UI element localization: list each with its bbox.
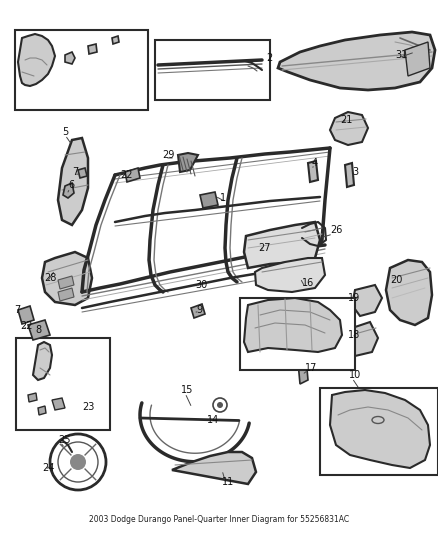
Text: 30: 30 bbox=[195, 280, 207, 290]
Polygon shape bbox=[244, 298, 342, 352]
Polygon shape bbox=[348, 322, 378, 356]
Text: 22: 22 bbox=[20, 321, 32, 331]
Text: 2: 2 bbox=[266, 53, 272, 63]
Polygon shape bbox=[18, 306, 34, 324]
Bar bbox=[16, 338, 110, 430]
Polygon shape bbox=[345, 163, 354, 187]
Polygon shape bbox=[386, 260, 432, 325]
Polygon shape bbox=[330, 390, 430, 468]
Polygon shape bbox=[58, 288, 74, 301]
Text: 9: 9 bbox=[196, 305, 202, 315]
Polygon shape bbox=[28, 393, 37, 402]
Text: 7: 7 bbox=[72, 167, 78, 177]
Text: 4: 4 bbox=[312, 158, 318, 168]
Text: 23: 23 bbox=[82, 402, 94, 412]
Polygon shape bbox=[33, 342, 52, 380]
Polygon shape bbox=[42, 252, 92, 305]
Polygon shape bbox=[352, 285, 382, 316]
Text: 19: 19 bbox=[348, 293, 360, 303]
Text: 31: 31 bbox=[395, 50, 407, 60]
Text: 21: 21 bbox=[340, 115, 353, 125]
Polygon shape bbox=[28, 320, 50, 340]
Bar bbox=[240, 298, 355, 370]
Text: 25: 25 bbox=[58, 435, 71, 445]
Text: 5: 5 bbox=[62, 127, 68, 137]
Text: 8: 8 bbox=[35, 325, 41, 335]
Text: 17: 17 bbox=[305, 363, 318, 373]
Text: 22: 22 bbox=[120, 170, 133, 180]
Polygon shape bbox=[405, 42, 430, 76]
Polygon shape bbox=[88, 44, 97, 54]
Text: 3: 3 bbox=[352, 167, 358, 177]
Text: 27: 27 bbox=[258, 243, 271, 253]
Polygon shape bbox=[308, 161, 318, 182]
Text: 20: 20 bbox=[390, 275, 403, 285]
Text: 18: 18 bbox=[348, 330, 360, 340]
Text: 29: 29 bbox=[162, 150, 174, 160]
Polygon shape bbox=[255, 258, 325, 292]
Polygon shape bbox=[65, 52, 75, 64]
Text: 10: 10 bbox=[349, 370, 361, 380]
Polygon shape bbox=[18, 34, 55, 86]
Text: 24: 24 bbox=[42, 463, 54, 473]
Bar bbox=[15, 30, 148, 110]
Polygon shape bbox=[63, 183, 74, 198]
Polygon shape bbox=[38, 406, 46, 415]
Text: 16: 16 bbox=[302, 278, 314, 288]
Polygon shape bbox=[244, 222, 320, 268]
Polygon shape bbox=[58, 276, 74, 289]
Polygon shape bbox=[178, 153, 198, 172]
Polygon shape bbox=[298, 358, 308, 384]
Text: 11: 11 bbox=[222, 477, 234, 487]
Polygon shape bbox=[191, 304, 205, 318]
Text: 1: 1 bbox=[220, 193, 226, 203]
Circle shape bbox=[217, 402, 223, 408]
Polygon shape bbox=[112, 36, 119, 44]
Bar bbox=[320, 388, 438, 475]
Text: 15: 15 bbox=[181, 385, 193, 395]
Text: 28: 28 bbox=[44, 273, 57, 283]
Polygon shape bbox=[52, 398, 65, 410]
Polygon shape bbox=[78, 168, 87, 178]
Text: 7: 7 bbox=[14, 305, 20, 315]
Polygon shape bbox=[200, 192, 218, 208]
Bar bbox=[155, 40, 270, 100]
Text: 26: 26 bbox=[330, 225, 343, 235]
Polygon shape bbox=[58, 138, 88, 225]
Text: 6: 6 bbox=[68, 180, 74, 190]
Polygon shape bbox=[172, 452, 256, 484]
Polygon shape bbox=[330, 112, 368, 145]
Polygon shape bbox=[125, 168, 140, 182]
Text: 2003 Dodge Durango Panel-Quarter Inner Diagram for 55256831AC: 2003 Dodge Durango Panel-Quarter Inner D… bbox=[89, 515, 349, 524]
Polygon shape bbox=[278, 32, 435, 90]
Circle shape bbox=[70, 454, 86, 470]
Text: 14: 14 bbox=[207, 415, 219, 425]
